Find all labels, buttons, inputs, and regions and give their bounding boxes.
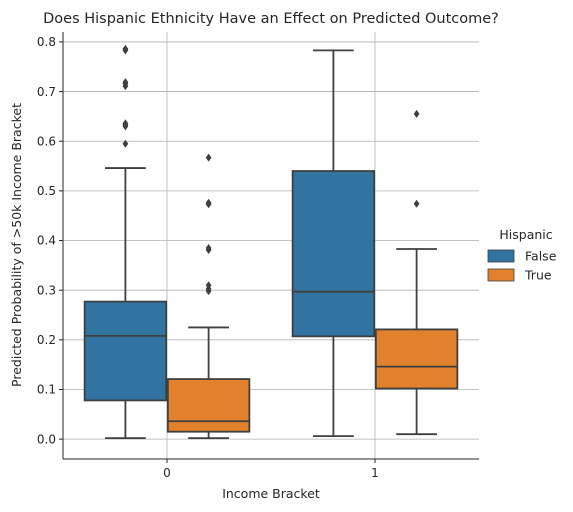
outlier-point bbox=[122, 119, 129, 128]
outlier-point bbox=[205, 198, 212, 207]
y-tick-label: 0.7 bbox=[37, 85, 56, 99]
box-true-1 bbox=[374, 328, 459, 390]
outlier-point bbox=[413, 199, 420, 208]
boxes bbox=[83, 44, 459, 440]
box-false-1 bbox=[291, 170, 376, 338]
outlier-point bbox=[205, 153, 212, 162]
legend: Hispanic False True bbox=[487, 227, 557, 283]
y-tick-label: 0.4 bbox=[37, 234, 56, 248]
outlier-point bbox=[413, 109, 420, 118]
x-tick-label: 0 bbox=[163, 466, 171, 480]
y-tick-label: 0.3 bbox=[37, 283, 56, 297]
y-tick-label: 0.1 bbox=[37, 383, 56, 397]
legend-swatch-true bbox=[487, 268, 515, 282]
legend-swatch-false bbox=[487, 249, 515, 263]
chart-title: Does Hispanic Ethnicity Have an Effect o… bbox=[43, 11, 499, 27]
x-tick-label: 1 bbox=[371, 466, 379, 480]
y-tick-label: 0.5 bbox=[37, 184, 56, 198]
y-axis-label: Predicted Probability of >50k Income Bra… bbox=[9, 103, 24, 387]
outlier-point bbox=[205, 243, 212, 252]
outlier-point bbox=[122, 44, 129, 53]
box-true-0 bbox=[166, 378, 251, 433]
outlier-point bbox=[122, 139, 129, 148]
legend-label-true: True bbox=[524, 268, 552, 283]
legend-label-false: False bbox=[525, 249, 557, 264]
y-tick-label: 0.8 bbox=[37, 35, 56, 49]
x-axis-label: Income Bracket bbox=[222, 486, 320, 501]
axes: 0.0 0.1 0.2 0.3 0.4 0.5 0.6 0.7 0.8 0 1 bbox=[37, 32, 479, 480]
outlier-point bbox=[205, 281, 212, 290]
legend-title: Hispanic bbox=[499, 227, 552, 242]
y-tick-label: 0.2 bbox=[37, 333, 56, 347]
box-false-0 bbox=[83, 300, 168, 402]
outlier-point bbox=[122, 78, 129, 87]
y-tick-label: 0.6 bbox=[37, 134, 56, 148]
y-tick-label: 0.0 bbox=[37, 432, 56, 446]
